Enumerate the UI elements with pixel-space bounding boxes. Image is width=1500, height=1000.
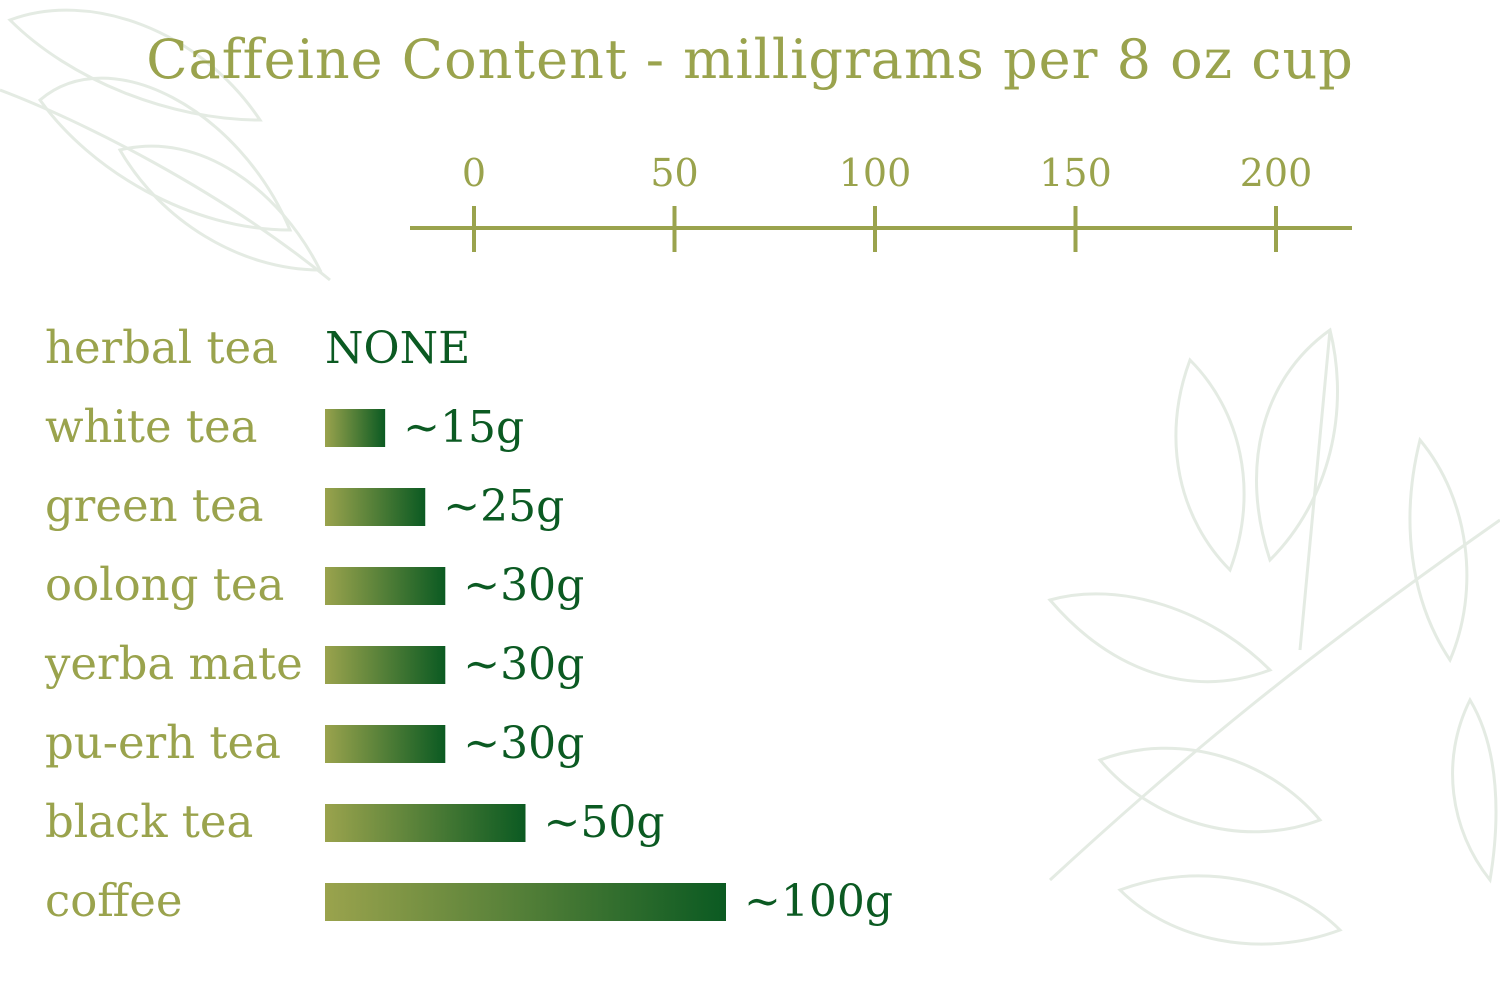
x-axis: 0 50 100 150 200 [410, 151, 1352, 252]
bar [325, 488, 426, 526]
value-label: ~15g [403, 402, 524, 453]
bar [325, 646, 446, 684]
category-label: coffee [45, 874, 183, 927]
category-label: yerba mate [44, 637, 303, 690]
category-label: green tea [45, 479, 263, 532]
bar [325, 804, 526, 842]
bar [325, 883, 726, 921]
value-label: ~30g [463, 639, 584, 690]
bars: herbal tea NONE white tea ~15g green tea ~25g… [44, 321, 893, 927]
category-label: oolong tea [45, 558, 284, 611]
category-label: black tea [45, 795, 253, 848]
x-tick-label: 100 [839, 151, 912, 195]
value-label: ~25g [443, 481, 564, 532]
x-tick-label: 0 [462, 151, 486, 195]
bar [325, 567, 446, 605]
x-tick-label: 200 [1240, 151, 1313, 195]
leaf-branch-icon [1047, 327, 1500, 946]
x-tick-label: 150 [1039, 151, 1112, 195]
value-label: ~50g [544, 797, 665, 848]
category-label: white tea [45, 400, 257, 453]
value-label: ~100g [744, 876, 893, 927]
bar [325, 725, 446, 763]
category-label: pu-erh tea [45, 716, 281, 769]
value-label: NONE [325, 323, 470, 374]
value-label: ~30g [463, 560, 584, 611]
chart-title: Caffeine Content - milligrams per 8 oz c… [146, 28, 1354, 91]
x-tick-label: 50 [650, 151, 698, 195]
leaf-icon [0, 8, 331, 282]
category-label: herbal tea [45, 321, 278, 374]
value-label: ~30g [463, 718, 584, 769]
bar [325, 409, 386, 447]
